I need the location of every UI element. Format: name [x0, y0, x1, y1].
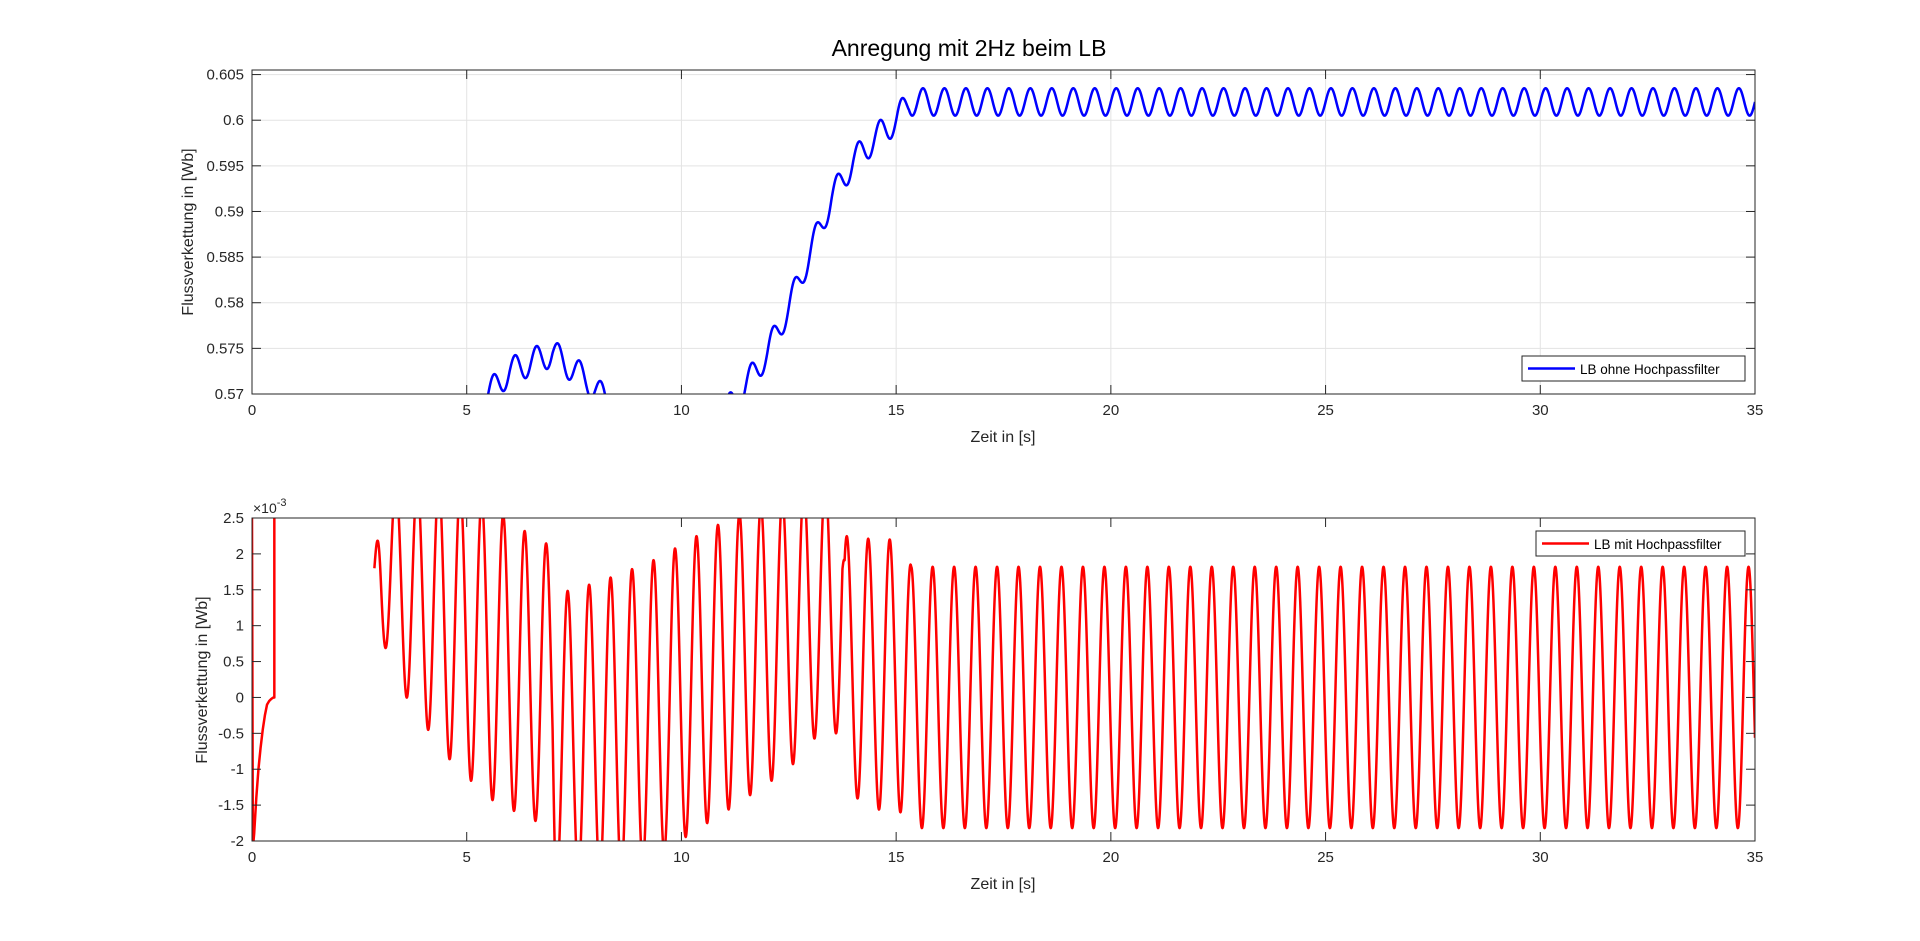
x-tick-label: 30 — [1532, 402, 1549, 419]
x-tick-label: 10 — [673, 849, 690, 866]
x-tick-label: 35 — [1747, 402, 1764, 419]
y-tick-label: 1 — [236, 618, 244, 635]
y-tick-label: 0.59 — [215, 203, 244, 220]
bottom-y-exponent-label: ×10-3 — [253, 497, 287, 516]
bottom-axes-box — [251, 517, 1756, 842]
x-tick-label: 30 — [1532, 849, 1549, 866]
x-tick-label: 0 — [248, 402, 256, 419]
top-chart-title: Anregung mit 2Hz beim LB — [832, 35, 1107, 61]
y-tick-label: 0.605 — [206, 67, 244, 84]
bottom-series-group — [252, 518, 1755, 841]
top-legend[interactable]: LB ohne Hochpassfilter — [1521, 355, 1746, 382]
y-tick-label: 2 — [236, 546, 244, 563]
series-line-lb-mit-hochpassfilter — [252, 518, 1755, 841]
y-tick-label: 2.5 — [223, 510, 244, 527]
top-axes-box — [251, 69, 1756, 395]
bottom-axes: 0 5 10 15 20 25 30 35 -2-1.5-1-0.500.511.522.5 … — [194, 497, 1764, 893]
x-tick-label: 15 — [888, 402, 905, 419]
bottom-x-ticks: 0 5 10 15 20 25 30 35 — [248, 518, 1764, 866]
y-tick-label: 0.585 — [206, 249, 244, 266]
y-tick-label: 0.5 — [223, 654, 244, 671]
y-tick-label: 0.57 — [215, 386, 244, 403]
series-line-lb-ohne-hochpassfilter — [486, 87, 1755, 394]
bottom-x-axis-label: Zeit in [s] — [971, 876, 1036, 893]
x-tick-label: 35 — [1747, 849, 1764, 866]
top-y-ticks: 0.57 0.575 0.58 0.585 0.59 0.595 0.6 0.605 — [206, 67, 1755, 403]
x-tick-label: 20 — [1103, 849, 1120, 866]
top-y-axis-label: Flussverkettung in [Wb] — [180, 148, 197, 315]
y-tick-label: 1.5 — [223, 582, 244, 599]
x-tick-label: 25 — [1317, 849, 1334, 866]
bottom-y-axis-label: Flussverkettung in [Wb] — [194, 596, 211, 763]
x-tick-label: 5 — [463, 402, 471, 419]
y-tick-label: 0.58 — [215, 295, 244, 312]
top-grid — [252, 70, 1755, 394]
x-tick-label: 5 — [463, 849, 471, 866]
x-tick-label: 20 — [1103, 402, 1120, 419]
x-tick-label: 10 — [673, 402, 690, 419]
bottom-legend-label: LB mit Hochpassfilter — [1594, 537, 1722, 552]
top-x-axis-label: Zeit in [s] — [971, 429, 1036, 446]
y-tick-label: 0.595 — [206, 158, 244, 175]
top-legend-label: LB ohne Hochpassfilter — [1580, 362, 1720, 377]
bottom-y-exponent-base: ×10 — [253, 500, 277, 516]
y-tick-label: -1 — [231, 761, 244, 778]
x-tick-label: 25 — [1317, 402, 1334, 419]
bottom-y-ticks: -2 -1.5 -1 -0.5 0 0.5 1 1.5 2 2.5 — [218, 510, 1755, 850]
x-tick-label: 0 — [248, 849, 256, 866]
y-tick-label: 0.6 — [223, 112, 244, 129]
top-axes: Anregung mit 2Hz beim LB 0 5 10 15 20 25 30 35 … — [180, 35, 1764, 446]
x-tick-label: 15 — [888, 849, 905, 866]
y-tick-label: -0.5 — [218, 725, 244, 742]
y-tick-label: 0.575 — [206, 340, 244, 357]
top-series-group — [486, 87, 1755, 394]
y-tick-label: -2 — [231, 833, 244, 850]
y-tick-label: -1.5 — [218, 797, 244, 814]
bottom-legend[interactable]: LB mit Hochpassfilter — [1535, 530, 1746, 557]
y-tick-label: 0 — [236, 689, 244, 706]
bottom-y-exponent-power: -3 — [277, 497, 287, 509]
